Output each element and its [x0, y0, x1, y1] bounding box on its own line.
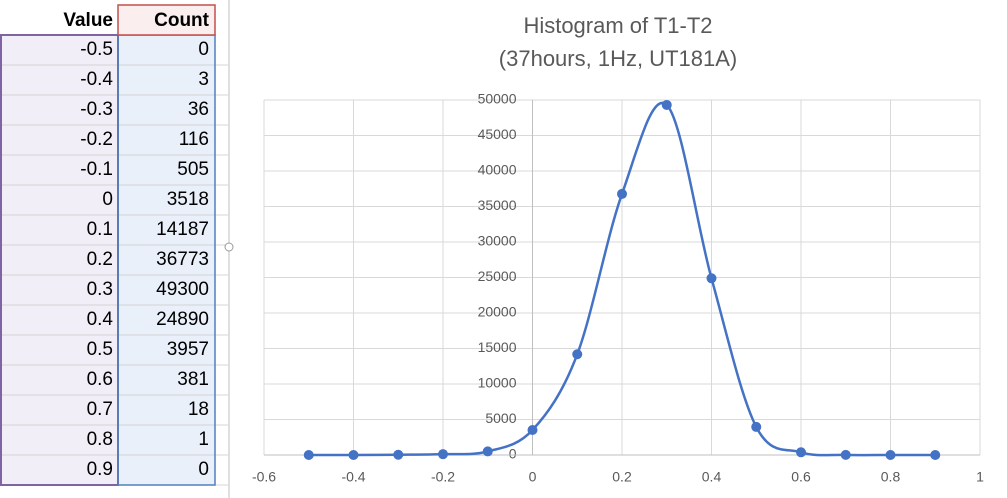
- cell[interactable]: 0: [198, 459, 209, 480]
- point: [617, 188, 627, 199]
- point: [303, 450, 314, 460]
- y-tick-label: 25000: [478, 268, 517, 284]
- cell[interactable]: 0.4: [87, 309, 114, 330]
- y-tick-label: 0: [509, 446, 517, 462]
- chart-title: Histogram of T1-T2: [523, 13, 712, 38]
- y-tick-label: 45000: [478, 126, 517, 142]
- y-tick-label: 35000: [478, 197, 517, 213]
- cell[interactable]: 0.7: [87, 399, 113, 420]
- x-tick-label: 0.6: [791, 469, 811, 485]
- cell[interactable]: 0.3: [87, 279, 113, 300]
- smooth-line: [308, 101, 936, 457]
- point: [930, 450, 941, 460]
- cell[interactable]: 0.6: [87, 369, 113, 390]
- cell[interactable]: 36773: [156, 249, 209, 270]
- cell[interactable]: -0.3: [80, 99, 113, 120]
- cell[interactable]: 0: [198, 39, 209, 60]
- column-header[interactable]: Count: [154, 10, 210, 31]
- cell[interactable]: -0.4: [80, 69, 113, 90]
- point: [885, 449, 896, 460]
- point: [393, 449, 404, 460]
- y-tick-label: 40000: [478, 162, 517, 178]
- y-tick-label: 50000: [478, 91, 517, 107]
- x-tick-label: 0.2: [612, 469, 632, 485]
- cell[interactable]: -0.5: [80, 39, 113, 60]
- x-tick-label: 0: [529, 469, 537, 485]
- cell[interactable]: -0.1: [80, 159, 113, 180]
- point: [751, 421, 762, 432]
- cell[interactable]: 0.5: [87, 339, 113, 360]
- value-column-fill: [0, 35, 118, 485]
- x-tick-label: 1: [976, 469, 984, 485]
- count-header-border: [117, 4, 216, 36]
- cell[interactable]: 18: [188, 399, 209, 420]
- y-tick-label: 15000: [478, 339, 517, 355]
- y-tick-label: 30000: [478, 233, 517, 249]
- cell[interactable]: 3518: [167, 189, 209, 210]
- y-tick-label: 5000: [485, 410, 516, 426]
- y-tick-label: 10000: [478, 375, 517, 391]
- y-tick-label: 20000: [478, 304, 517, 320]
- point: [796, 447, 806, 458]
- resize-handle[interactable]: [224, 242, 234, 252]
- cell-grid: [0, 64, 228, 486]
- point: [348, 449, 359, 460]
- cell[interactable]: 0.8: [87, 429, 113, 450]
- point: [482, 446, 493, 457]
- point: [438, 449, 448, 460]
- point: [661, 99, 672, 110]
- x-tick-label: 0.8: [881, 469, 901, 485]
- cell[interactable]: 1: [198, 429, 209, 450]
- cell[interactable]: 0: [102, 189, 113, 210]
- point: [840, 449, 851, 460]
- cell[interactable]: 3957: [167, 339, 209, 360]
- cell[interactable]: 3: [198, 69, 209, 90]
- cell[interactable]: 0.2: [87, 249, 113, 270]
- x-tick-label: -0.6: [252, 469, 276, 485]
- point: [706, 273, 717, 284]
- cell[interactable]: 0.9: [87, 459, 113, 480]
- point: [527, 425, 538, 436]
- chart-subtitle: (37hours, 1Hz, UT181A): [499, 46, 737, 71]
- cell[interactable]: -0.2: [80, 129, 113, 150]
- x-tick-label: -0.4: [341, 469, 365, 485]
- cell[interactable]: 381: [177, 369, 209, 390]
- column-header[interactable]: Value: [63, 10, 113, 31]
- count-column-fill: [118, 35, 215, 485]
- cell[interactable]: 0.1: [87, 219, 113, 240]
- point: [572, 349, 583, 360]
- x-tick-label: -0.2: [431, 469, 455, 485]
- cell[interactable]: 24890: [156, 309, 209, 330]
- cell[interactable]: 49300: [156, 279, 209, 300]
- cell[interactable]: 36: [188, 99, 209, 120]
- x-tick-label: 0.4: [702, 469, 722, 485]
- cell[interactable]: 14187: [156, 219, 209, 240]
- cell[interactable]: 116: [179, 129, 209, 150]
- cell[interactable]: 505: [177, 159, 209, 180]
